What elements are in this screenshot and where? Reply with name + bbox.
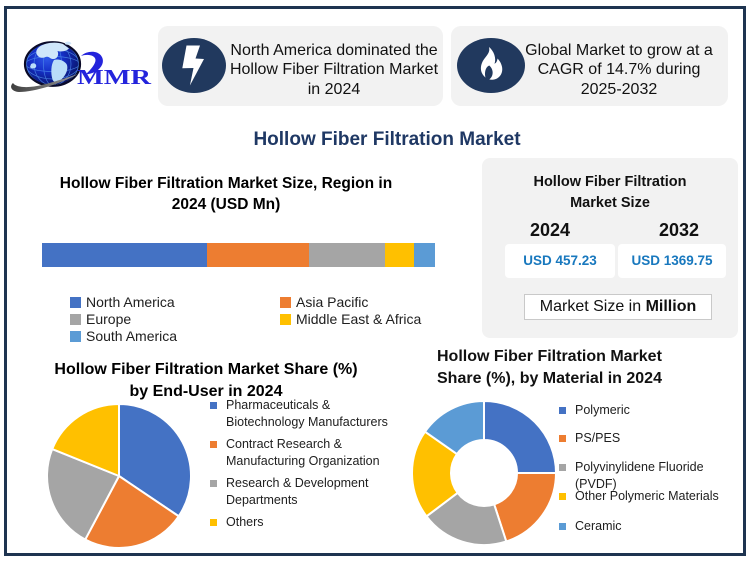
- svg-text:MMR: MMR: [77, 66, 152, 89]
